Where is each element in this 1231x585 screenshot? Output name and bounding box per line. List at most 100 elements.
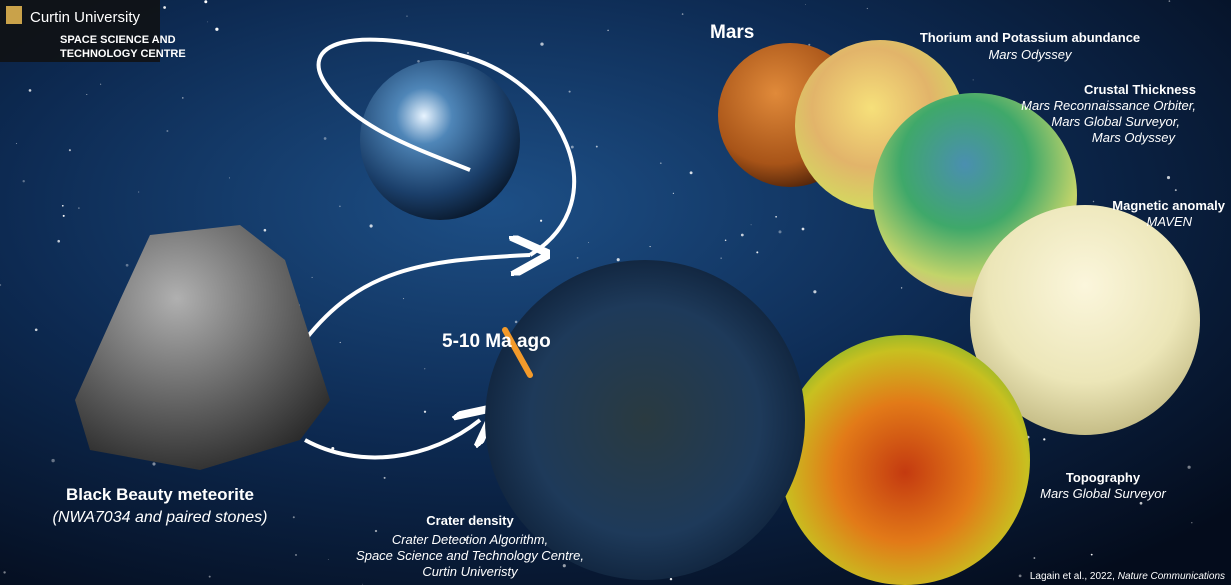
- star: [1033, 557, 1036, 559]
- star: [331, 446, 335, 451]
- star: [228, 177, 230, 179]
- star: [68, 149, 71, 152]
- star: [540, 42, 544, 46]
- dataset-title: Crater density: [426, 513, 514, 528]
- star: [1191, 522, 1193, 524]
- star: [61, 204, 64, 207]
- star: [51, 458, 55, 463]
- star: [1090, 553, 1093, 556]
- star: [900, 287, 903, 289]
- star: [616, 258, 620, 262]
- star: [22, 180, 25, 183]
- logo-centre: SPACE SCIENCE AND: [60, 34, 176, 46]
- star: [406, 15, 408, 17]
- star: [801, 227, 805, 231]
- logo-icon: [6, 6, 22, 24]
- star: [62, 214, 65, 217]
- star: [689, 171, 693, 175]
- star: [163, 6, 166, 9]
- star: [1139, 501, 1143, 505]
- impact: [502, 327, 533, 378]
- star: [374, 529, 378, 533]
- star: [570, 145, 574, 149]
- dataset-source: Mars Global Surveyor,: [1051, 114, 1180, 129]
- dataset-source: Mars Odyssey: [1092, 130, 1177, 145]
- dataset-title: Topography: [1066, 470, 1141, 485]
- star: [808, 43, 811, 46]
- star: [369, 224, 373, 228]
- star: [125, 263, 129, 267]
- star: [1043, 438, 1046, 441]
- star: [327, 559, 329, 560]
- star: [424, 368, 426, 370]
- dataset-source: Mars Global Surveyor: [1040, 486, 1166, 501]
- star: [740, 233, 744, 237]
- star: [588, 242, 589, 244]
- star: [339, 341, 341, 344]
- logo-centre: TECHNOLOGY CENTRE: [60, 48, 186, 60]
- meteorite-subtitle: (NWA7034 and paired stones): [53, 509, 268, 526]
- star: [724, 239, 727, 242]
- orbit-loop: [316, 37, 576, 257]
- star: [417, 60, 420, 63]
- topography-map: [780, 335, 1030, 585]
- star: [34, 328, 38, 332]
- star: [568, 90, 571, 93]
- earth: [360, 60, 520, 220]
- star: [339, 205, 341, 208]
- star: [207, 21, 209, 23]
- orbit-arrow: [303, 255, 530, 342]
- dataset-title: Magnetic anomaly: [1112, 198, 1225, 213]
- crater-map: [485, 260, 805, 580]
- star: [1166, 176, 1171, 180]
- star: [775, 216, 777, 218]
- star: [514, 320, 518, 324]
- star: [595, 145, 598, 148]
- credit-authors: Lagain et al., 2022,: [1030, 571, 1115, 582]
- return-arrow: [304, 420, 480, 460]
- star: [576, 257, 579, 259]
- star: [383, 476, 386, 479]
- mars-label: Mars: [710, 22, 754, 43]
- magnetic-map: [970, 205, 1200, 435]
- star: [669, 577, 673, 581]
- star: [813, 290, 817, 294]
- star: [750, 224, 752, 226]
- star: [215, 27, 219, 31]
- star: [805, 4, 807, 5]
- star: [756, 251, 759, 254]
- star: [0, 284, 2, 286]
- star: [15, 142, 18, 145]
- star: [100, 83, 102, 85]
- star: [57, 239, 60, 243]
- star: [1168, 0, 1171, 2]
- star: [362, 583, 363, 585]
- star: [28, 89, 32, 92]
- star: [540, 219, 543, 222]
- star: [1018, 574, 1022, 578]
- star: [208, 575, 211, 578]
- star: [466, 51, 470, 54]
- dataset-title: Crustal Thickness: [1084, 82, 1196, 97]
- star: [295, 554, 297, 556]
- logo-box: [0, 0, 160, 62]
- star: [3, 571, 6, 574]
- star: [659, 162, 662, 165]
- credit: Lagain et al., 2022, Nature Communicatio…: [1030, 571, 1225, 582]
- star: [423, 410, 427, 413]
- star: [1092, 200, 1095, 203]
- star: [204, 0, 208, 4]
- star: [562, 564, 566, 568]
- star: [649, 246, 651, 248]
- dataset-source: Curtin Univeristy: [422, 564, 519, 579]
- star: [166, 130, 169, 132]
- star: [778, 230, 782, 234]
- star: [720, 257, 722, 259]
- dataset-source: Space Science and Technology Centre,: [356, 548, 584, 563]
- star: [1174, 189, 1177, 192]
- dataset-source: Mars Odyssey: [988, 47, 1073, 62]
- star: [323, 137, 327, 140]
- star: [607, 29, 609, 32]
- star: [672, 192, 675, 194]
